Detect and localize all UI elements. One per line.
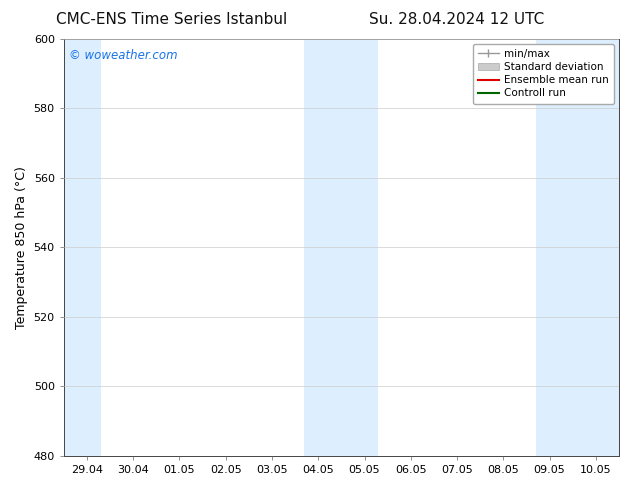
Bar [64,39,101,456]
Y-axis label: Temperature 850 hPa (°C): Temperature 850 hPa (°C) [15,166,28,329]
Bar [304,39,378,456]
Text: Su. 28.04.2024 12 UTC: Su. 28.04.2024 12 UTC [369,12,544,27]
Text: CMC-ENS Time Series Istanbul: CMC-ENS Time Series Istanbul [56,12,287,27]
Text: © woweather.com: © woweather.com [69,49,178,62]
Bar [536,39,619,456]
Legend: min/max, Standard deviation, Ensemble mean run, Controll run: min/max, Standard deviation, Ensemble me… [472,44,614,103]
